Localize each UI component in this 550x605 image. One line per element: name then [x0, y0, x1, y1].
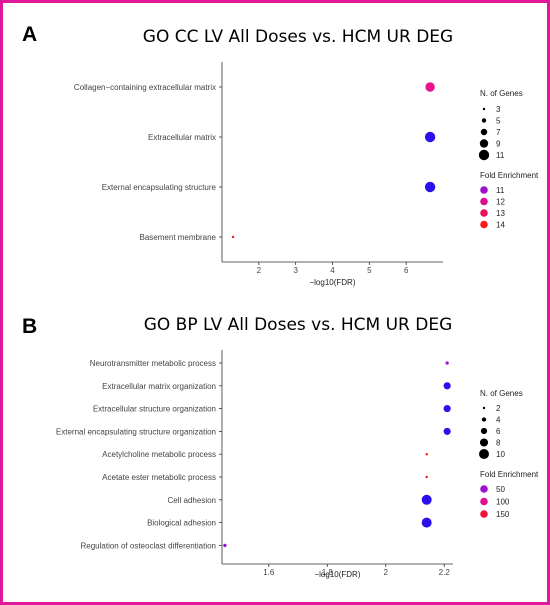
data-point [425, 475, 428, 479]
panel-b-title: GO BP LV All Doses vs. HCM UR DEG [144, 315, 453, 335]
category-label: External encapsulating structure [102, 183, 217, 192]
x-axis-label: −log10(FDR) [309, 278, 355, 287]
size-legend-label: 8 [496, 439, 501, 448]
size-legend-label: 3 [496, 105, 501, 114]
category-label: Basement membrane [140, 233, 217, 242]
size-legend-key [480, 427, 488, 435]
size-legend-label: 9 [496, 140, 501, 149]
size-legend-key [479, 438, 489, 447]
panel-b-chart: 1.6 1.8 2 2.2 −log10(FDR) Neurotransmitter me… [56, 350, 539, 579]
x-tick-label: 4 [330, 266, 335, 275]
x-tick-label: 6 [404, 266, 409, 275]
data-point [425, 82, 435, 92]
size-legend-label: 7 [496, 128, 501, 137]
category-label: Acetate ester metabolic process [102, 473, 216, 482]
data-point [424, 181, 436, 193]
size-legend-key [481, 417, 487, 422]
panel-a-chart: 2 3 4 5 6 −log10(FDR) Collagen−containing extr… [74, 62, 539, 287]
color-legend-label: 50 [496, 485, 505, 494]
size-legend-key [479, 139, 489, 148]
color-legend-key [480, 186, 488, 194]
size-legend-label: 5 [496, 117, 501, 126]
category-label: Cell adhesion [168, 496, 216, 505]
color-legend-key [480, 485, 488, 493]
color-legend-label: 13 [496, 209, 505, 218]
category-label: Collagen−containing extracellular matrix [74, 83, 216, 92]
color-legend-label: 150 [496, 510, 510, 519]
category-label: Extracellular matrix organization [102, 382, 216, 391]
category-label: Extracellular structure organization [93, 405, 216, 414]
size-legend-title: N. of Genes [480, 89, 523, 98]
data-point [424, 131, 436, 143]
data-point [445, 361, 449, 365]
color-legend-label: 12 [496, 198, 505, 207]
category-label: Regulation of osteoclast differentiation [81, 541, 217, 550]
category-label: Extracellular matrix [148, 133, 216, 142]
color-legend-label: 11 [496, 186, 505, 195]
size-legend-key [481, 118, 487, 123]
data-point [443, 405, 451, 413]
data-point [421, 494, 432, 505]
panel-b-letter: B [22, 315, 37, 338]
color-legend-label: 100 [496, 498, 510, 507]
category-label: Biological adhesion [147, 519, 216, 528]
data-point [443, 427, 451, 435]
size-legend-label: 10 [496, 450, 505, 459]
size-legend-key [478, 149, 490, 161]
x-tick-label: 2.2 [439, 568, 451, 577]
x-tick-label: 3 [293, 266, 298, 275]
size-legend-label: 4 [496, 416, 501, 425]
panel-a-title: GO CC LV All Doses vs. HCM UR DEG [143, 27, 453, 47]
x-tick-label: 1.8 [322, 568, 334, 577]
data-point [421, 517, 432, 528]
data-point [223, 543, 227, 548]
category-label: External encapsulating structure organiz… [56, 427, 216, 436]
color-legend-title: Fold Enrichment [480, 470, 539, 479]
x-tick-label: 1.6 [263, 568, 275, 577]
size-legend-title: N. of Genes [480, 389, 523, 398]
size-legend-key [480, 128, 488, 136]
size-legend-label: 2 [496, 404, 501, 413]
color-legend-key [480, 510, 488, 518]
x-tick-label: 2 [257, 266, 262, 275]
category-label: Acetylcholine metabolic process [102, 450, 216, 459]
color-legend-key [480, 220, 488, 229]
color-legend-title: Fold Enrichment [480, 171, 539, 180]
panel-a-letter: A [22, 23, 37, 46]
data-point [231, 235, 235, 239]
size-legend-key [482, 107, 486, 111]
x-tick-label: 5 [367, 266, 372, 275]
size-legend-label: 11 [496, 151, 505, 160]
color-legend-key [480, 197, 488, 206]
size-legend-key [479, 449, 489, 459]
color-legend-key [480, 209, 488, 217]
x-axis-label: −log10(FDR) [314, 570, 360, 579]
size-legend-label: 6 [496, 427, 501, 436]
color-legend-label: 14 [496, 221, 505, 230]
category-label: Neurotransmitter metabolic process [90, 359, 216, 368]
color-legend-key [480, 497, 488, 506]
data-point [425, 453, 428, 456]
data-point [443, 382, 451, 390]
x-tick-label: 2 [384, 568, 389, 577]
size-legend-key [482, 406, 486, 410]
